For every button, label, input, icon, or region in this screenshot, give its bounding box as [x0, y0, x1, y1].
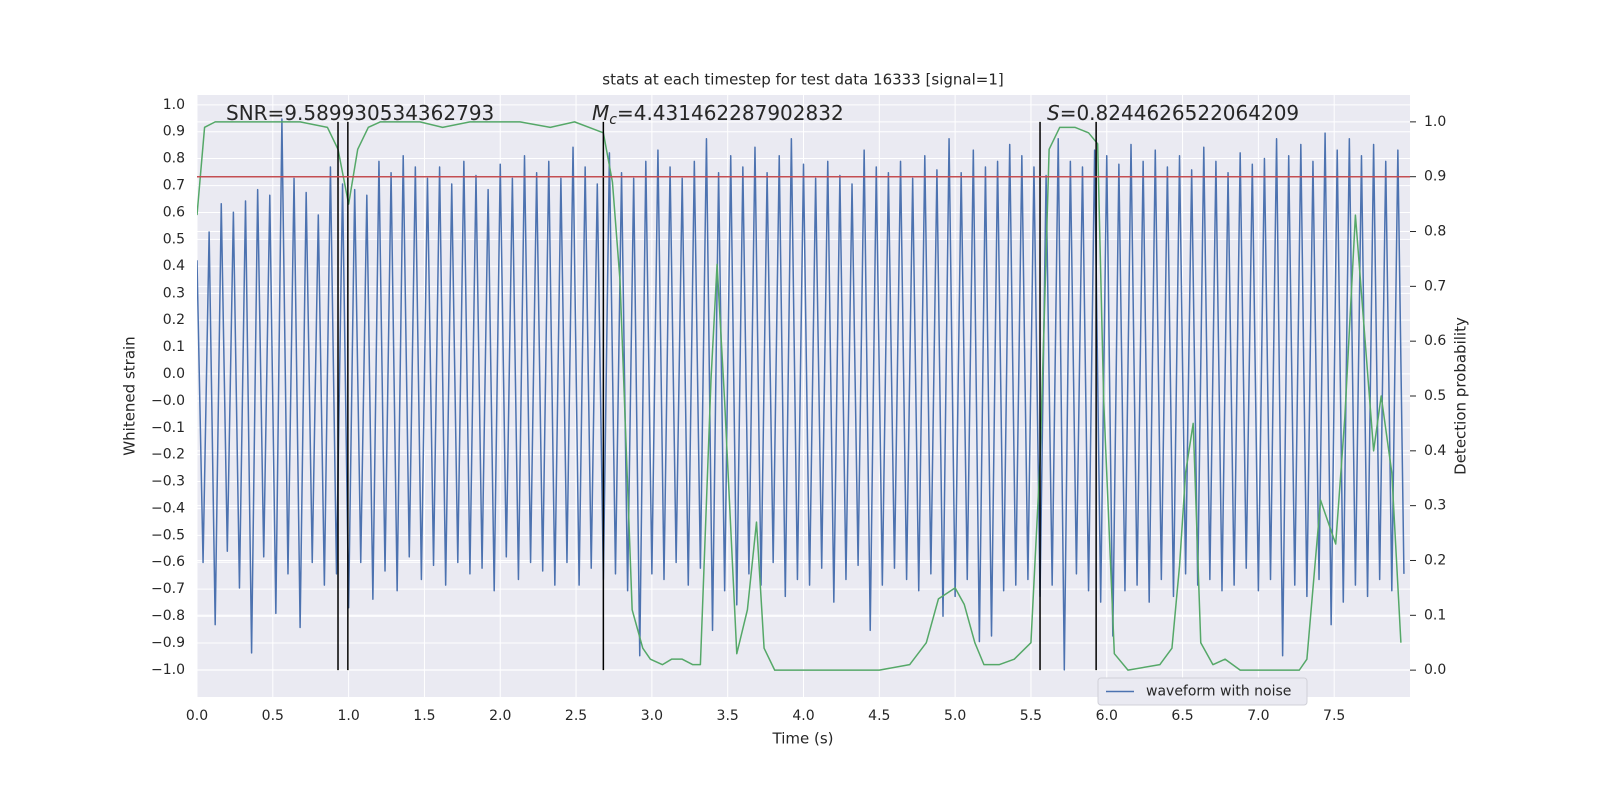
y2-tick-label: 0.3 [1424, 498, 1446, 514]
y-tick-label: 0.6 [163, 205, 185, 221]
annotation-symbol: M [592, 101, 609, 125]
y-tick-label: 0.0 [163, 366, 185, 382]
y-tick-label: −0.3 [151, 473, 185, 489]
x-tick-label: 0.0 [186, 708, 208, 724]
y-tick-label: 0.5 [163, 231, 185, 247]
y-tick-label: 0.2 [163, 312, 185, 328]
annotation-text: SNR=9.589930534362793 [226, 101, 494, 125]
annotation-text: =4.431462287902832 [617, 101, 844, 125]
series-line [197, 121, 1402, 671]
annotation: S=0.8244626522064209 [1047, 101, 1299, 125]
x-tick-label: 1.0 [337, 708, 359, 724]
y-tick-label: −0.5 [151, 527, 185, 543]
y2-axis-label: Detection probability [1452, 317, 1470, 475]
y2-tick-label: 1.0 [1424, 114, 1446, 130]
x-tick-label: 7.5 [1323, 708, 1345, 724]
y-tick-label: −0.0 [151, 393, 185, 409]
y2-tick-label: 0.6 [1424, 333, 1446, 349]
y-tick-label: 0.7 [163, 178, 185, 194]
y2-tick-label: 0.4 [1424, 443, 1446, 459]
y-tick-label: 0.3 [163, 285, 185, 301]
y-tick-label: −1.0 [151, 662, 185, 678]
y-tick-label: −0.7 [151, 581, 185, 597]
annotation: Mc=4.431462287902832 [592, 101, 844, 129]
x-tick-label: 7.0 [1247, 708, 1269, 724]
y-tick-label: 1.0 [163, 97, 185, 113]
x-tick-label: 0.5 [262, 708, 284, 724]
annotation-subscript: c [609, 112, 617, 128]
x-tick-label: 6.5 [1171, 708, 1193, 724]
annotation-text: =0.8244626522064209 [1060, 101, 1299, 125]
y-tick-label: −0.8 [151, 608, 185, 624]
x-tick-label: 4.0 [792, 708, 814, 724]
y2-tick-label: 0.0 [1424, 662, 1446, 678]
y-tick-label: 0.8 [163, 151, 185, 167]
annotation-symbol: S [1047, 101, 1060, 125]
overlay [197, 121, 1410, 671]
y-axis-label: Whitened strain [121, 336, 139, 455]
annotation: SNR=9.589930534362793 [226, 101, 494, 125]
y-tick-label: 0.9 [163, 124, 185, 140]
x-tick-label: 4.5 [868, 708, 890, 724]
x-tick-label: 2.5 [565, 708, 587, 724]
y-tick-label: −0.1 [151, 420, 185, 436]
y2-tick-label: 0.5 [1424, 388, 1446, 404]
y2-tick-label: 0.2 [1424, 552, 1446, 568]
marks [197, 118, 1405, 671]
legend-label: waveform with noise [1146, 684, 1291, 700]
x-tick-label: 5.5 [1020, 708, 1042, 724]
legend-box [1097, 677, 1308, 706]
y-tick-label: −0.6 [151, 554, 185, 570]
x-tick-label: 3.5 [717, 708, 739, 724]
x-tick-label: 5.0 [944, 708, 966, 724]
x-tick-label: 6.0 [1096, 708, 1118, 724]
x-tick-label: 3.0 [641, 708, 663, 724]
series-line [197, 118, 1405, 671]
x-axis-label: Time (s) [772, 730, 834, 748]
y-tick-label: 0.1 [163, 339, 185, 355]
x-tick-label: 1.5 [413, 708, 435, 724]
y2-tick-label: 0.1 [1424, 607, 1446, 623]
chart-title: stats at each timestep for test data 163… [602, 71, 1003, 89]
y-tick-label: −0.9 [151, 635, 185, 651]
y2-tick-label: 0.9 [1424, 169, 1446, 185]
y-tick-label: −0.2 [151, 447, 185, 463]
y-tick-label: −0.4 [151, 501, 185, 517]
y2-tick-label: 0.7 [1424, 278, 1446, 294]
y2-tick-label: 0.8 [1424, 224, 1446, 240]
y-tick-label: 0.4 [163, 258, 185, 274]
x-tick-label: 2.0 [489, 708, 511, 724]
